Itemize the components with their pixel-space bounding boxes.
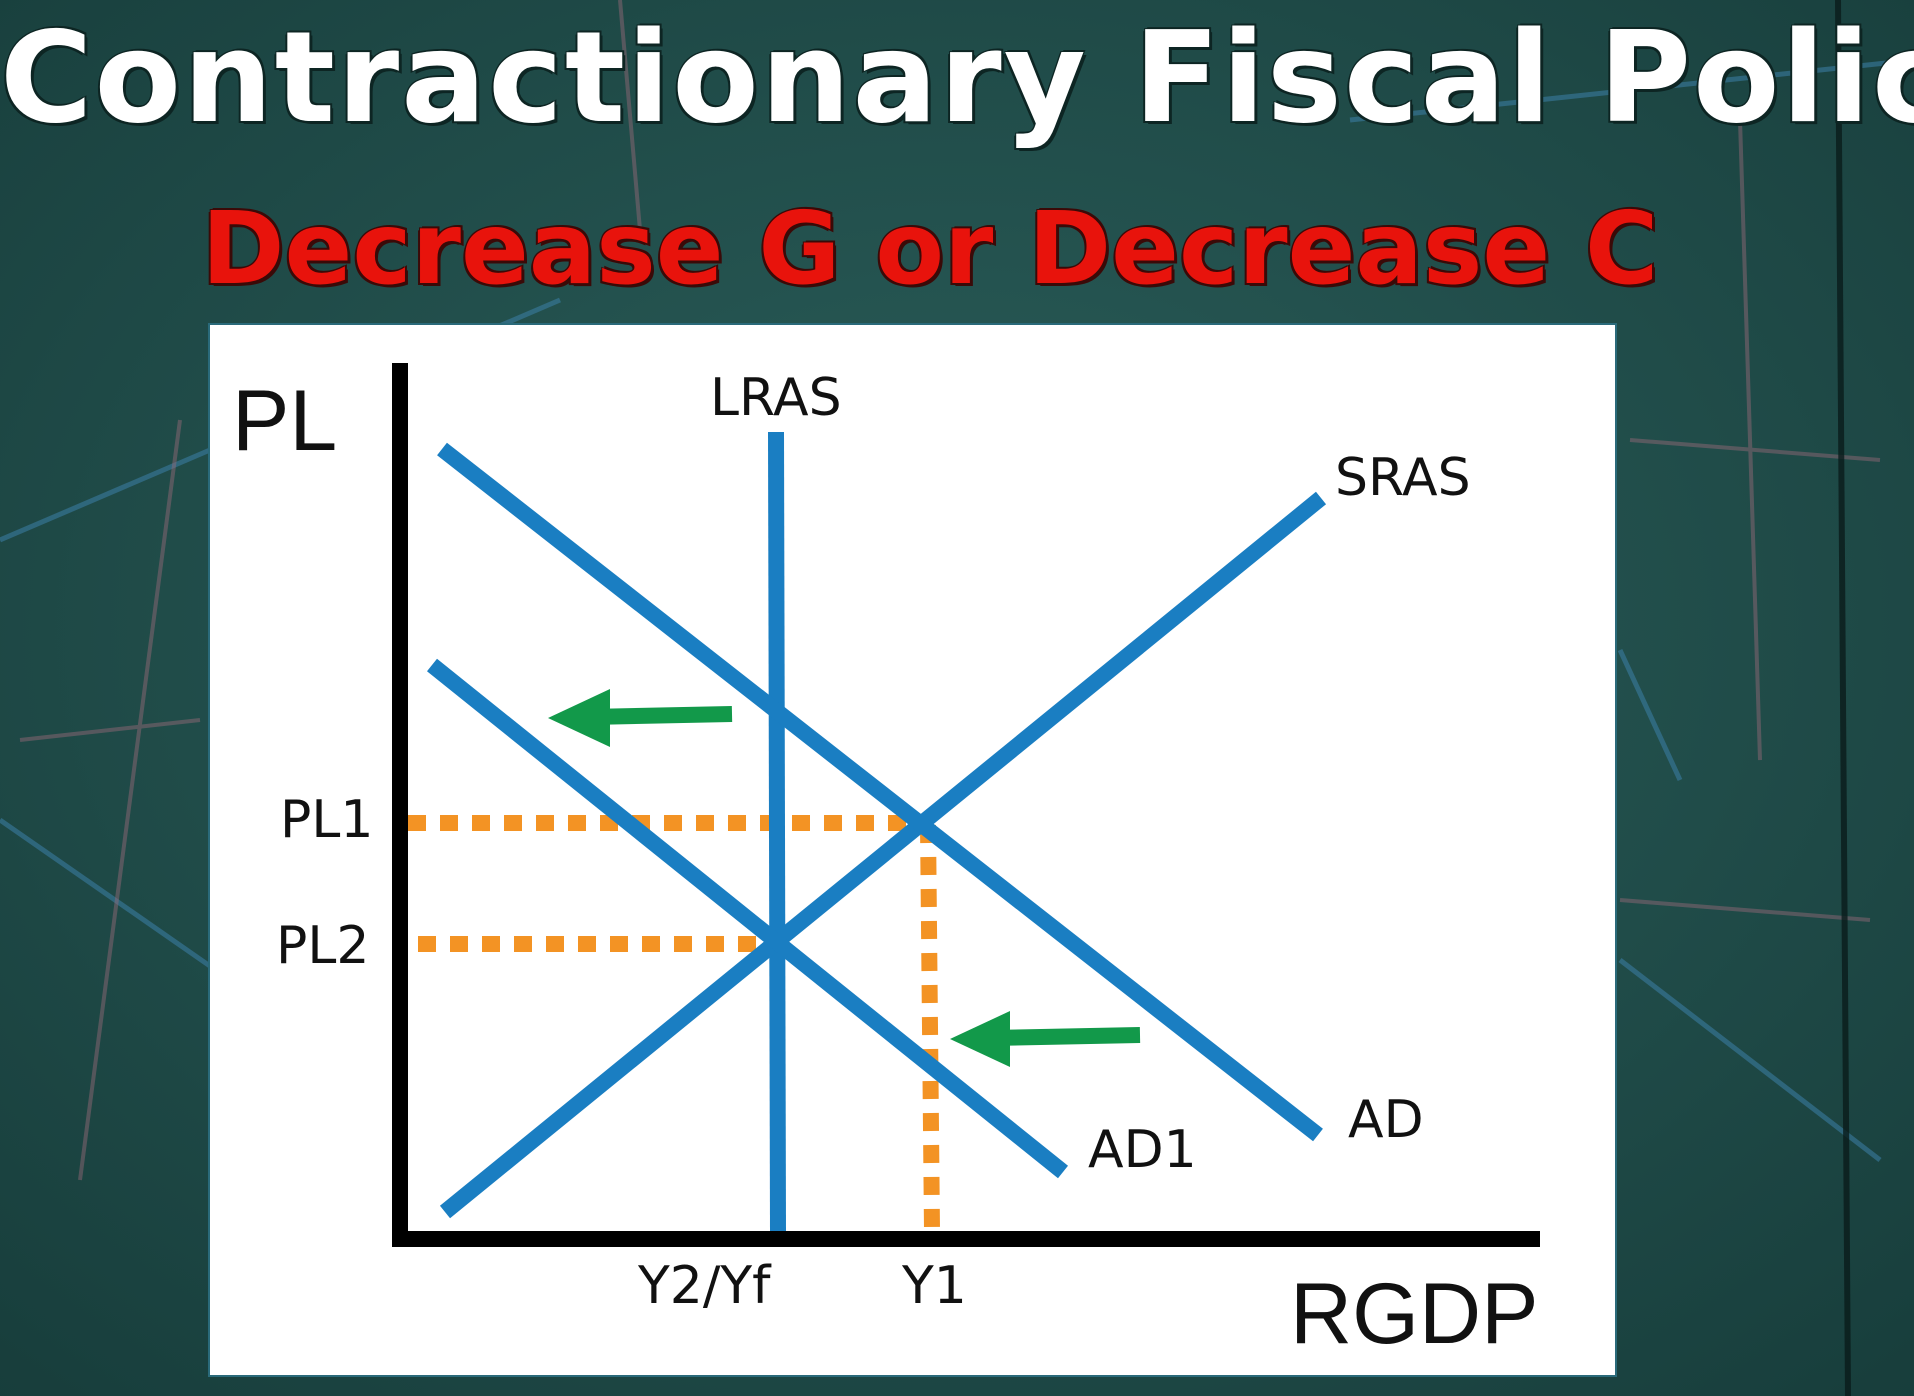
ad-curve bbox=[437, 442, 1323, 1142]
shift-left-arrow-lower bbox=[950, 1011, 1141, 1067]
as-ad-diagram: PL RGDP LRAS SRAS AD AD1 PL1 PL2 Y2/Yf Y… bbox=[232, 363, 1540, 1362]
page-subtitle: Decrease G or Decrease C bbox=[201, 190, 1659, 307]
sras-label: SRAS bbox=[1335, 448, 1471, 508]
ad1-curve bbox=[426, 658, 1069, 1179]
shift-left-arrow-upper bbox=[548, 689, 733, 747]
lras-curve bbox=[768, 431, 786, 1233]
diagram-panel: PL RGDP LRAS SRAS AD AD1 PL1 PL2 Y2/Yf Y… bbox=[210, 325, 1615, 1375]
sras-curve bbox=[439, 491, 1327, 1219]
y-axis-label: PL bbox=[232, 373, 337, 469]
y1-guide-line bbox=[920, 824, 940, 1231]
pl2-label: PL2 bbox=[276, 916, 369, 976]
page-title: Contractionary Fiscal Policy bbox=[0, 4, 1914, 151]
pl1-label: PL1 bbox=[280, 790, 373, 850]
y1-label: Y1 bbox=[901, 1256, 967, 1316]
lras-label: LRAS bbox=[710, 368, 842, 428]
y2-yf-label: Y2/Yf bbox=[637, 1256, 772, 1316]
x-axis-label: RGDP bbox=[1290, 1266, 1538, 1362]
ad-label: AD bbox=[1348, 1090, 1424, 1150]
ad1-label: AD1 bbox=[1088, 1120, 1197, 1180]
